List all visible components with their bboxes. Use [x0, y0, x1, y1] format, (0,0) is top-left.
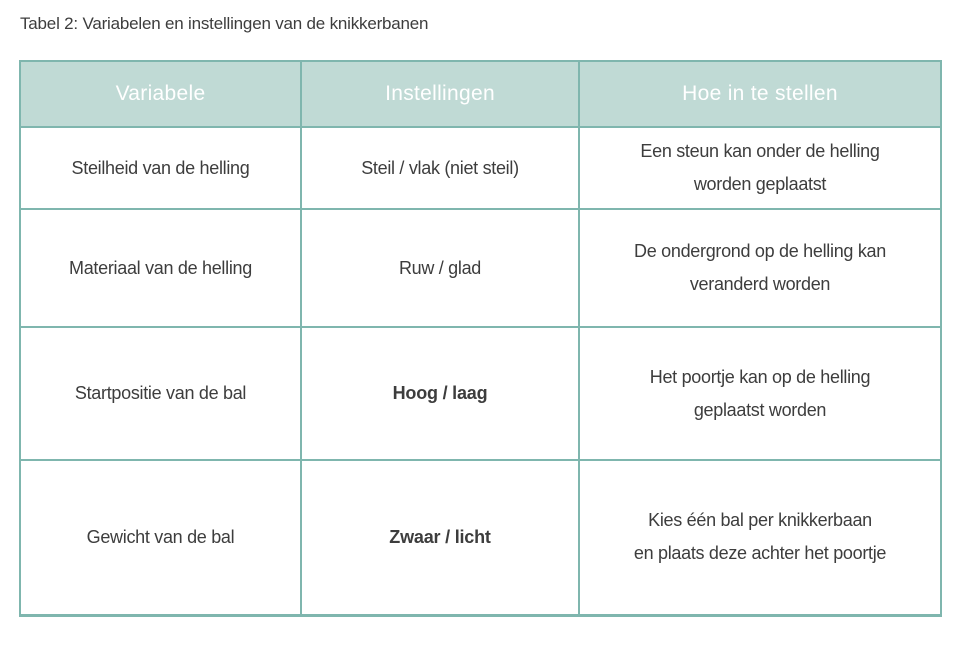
cell-instellingen: Zwaar / licht: [300, 459, 580, 616]
cell-hoe-in-te-stellen: De ondergrond op de helling kan verander…: [578, 208, 942, 328]
cell-instellingen: Steil / vlak (niet steil): [300, 126, 580, 210]
cell-hoe-line: veranderd worden: [689, 274, 831, 294]
cell-variabele: Startpositie van de bal: [19, 326, 302, 461]
cell-variabele: Materiaal van de helling: [19, 208, 302, 328]
cell-hoe-in-te-stellen: Kies één bal per knikkerbaan en plaats d…: [578, 459, 942, 616]
table-row-materiaal: Materiaal van de helling Ruw / glad De o…: [19, 208, 942, 328]
cell-variabele: Gewicht van de bal: [19, 459, 302, 616]
cell-hoe-line: geplaatst worden: [693, 399, 827, 420]
cell-hoe-line: Het poortje kan op de helling: [649, 366, 871, 387]
table-caption: Tabel 2: Variabelen en instellingen van …: [20, 14, 429, 33]
settings-table: Variabele Instellingen Hoe in te stellen…: [19, 60, 942, 617]
cell-instellingen: Ruw / glad: [300, 208, 580, 328]
cell-hoe-line: worden geplaatst: [693, 174, 827, 194]
table-row-steilheid: Steilheid van de helling Steil / vlak (n…: [19, 126, 942, 210]
cell-hoe-line: Een steun kan onder de helling: [640, 141, 880, 161]
cell-hoe-line: De ondergrond op de helling kan: [634, 241, 886, 261]
cell-hoe-line: Kies één bal per knikkerbaan: [648, 510, 872, 531]
cell-hoe-line: en plaats deze achter het poortje: [633, 543, 887, 564]
table-header-row: Variabele Instellingen Hoe in te stellen: [19, 60, 942, 128]
cell-hoe-in-te-stellen: Een steun kan onder de helling worden ge…: [578, 126, 942, 210]
header-variabele: Variabele: [19, 60, 302, 128]
table-row-gewicht: Gewicht van de bal Zwaar / licht Kies éé…: [19, 459, 942, 616]
table-row-startpositie: Startpositie van de bal Hoog / laag Het …: [19, 326, 942, 461]
header-instellingen: Instellingen: [300, 60, 580, 128]
header-hoe-in-te-stellen: Hoe in te stellen: [578, 60, 942, 128]
cell-hoe-in-te-stellen: Het poortje kan op de helling geplaatst …: [578, 326, 942, 461]
cell-variabele: Steilheid van de helling: [19, 126, 302, 210]
cell-instellingen: Hoog / laag: [300, 326, 580, 461]
